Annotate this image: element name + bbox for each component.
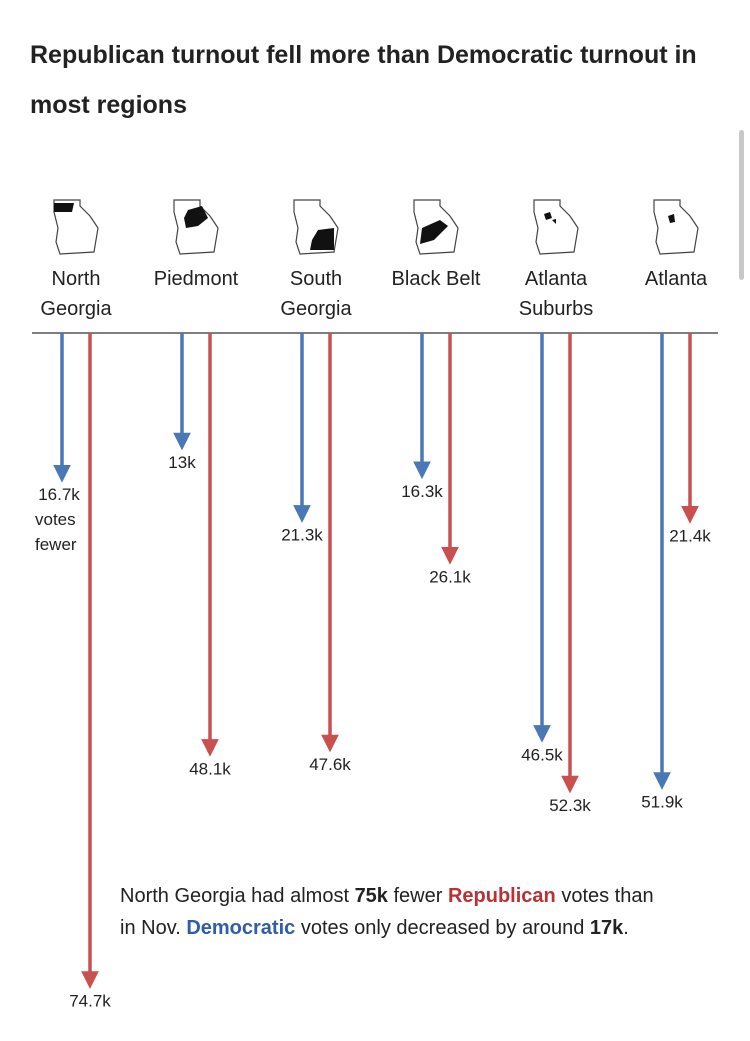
map-outline	[53, 199, 99, 255]
value-label: 51.9k	[641, 792, 683, 811]
map-region	[544, 212, 556, 224]
map-region	[420, 220, 448, 244]
value-label: 74.7k	[69, 991, 111, 1010]
value-label: 21.4k	[669, 526, 711, 545]
value-label: 16.7k	[38, 485, 80, 504]
category-label: South Georgia	[280, 268, 352, 320]
annotation-line: votes	[35, 510, 76, 529]
category-label: Atlanta	[644, 268, 708, 290]
note-text: fewer	[387, 885, 448, 907]
note: North Georgia had almost 75k fewer Repub…	[120, 880, 660, 944]
annotation-line: fewer	[35, 535, 77, 554]
note-text: Republican	[447, 885, 556, 907]
map-region	[668, 214, 675, 223]
value-label: 26.1k	[429, 567, 471, 586]
value-label: 52.3k	[549, 796, 591, 815]
map-region	[54, 203, 74, 212]
annotation: votes fewer	[35, 510, 77, 554]
note-text: .	[623, 917, 629, 939]
note-text: 17k	[589, 917, 624, 939]
category-label: Piedmont	[153, 268, 239, 290]
value-label: 47.6k	[309, 755, 351, 774]
value-label: 13k	[168, 453, 196, 472]
arrow	[561, 333, 579, 794]
value-label: 16.3k	[401, 482, 443, 501]
category-label: Black Belt	[391, 268, 481, 290]
map-outline	[653, 199, 699, 255]
map-outline	[533, 199, 579, 255]
arrow	[293, 333, 311, 523]
arrow	[653, 333, 671, 790]
value-label: 46.5k	[521, 745, 563, 764]
arrow	[53, 333, 71, 483]
chart-title: Republican turnout fell more than Democr…	[30, 41, 697, 119]
arrow	[441, 333, 459, 565]
value-label: 48.1k	[189, 759, 231, 778]
arrow	[173, 333, 191, 451]
note-text: North Georgia had almost	[120, 885, 355, 907]
arrow	[413, 333, 431, 480]
arrow	[201, 333, 219, 757]
value-label: 21.3k	[281, 525, 323, 544]
category-label: Atlanta Suburbs	[518, 268, 594, 320]
note-text: votes than in Nov.	[120, 885, 654, 939]
note-text: Democratic	[186, 917, 296, 939]
note-text: 75k	[354, 885, 388, 907]
note-text: votes only decreased by around	[295, 917, 590, 939]
map-region	[184, 206, 208, 228]
arrow	[81, 333, 99, 989]
category-label: North Georgia	[40, 268, 112, 320]
map-outline	[173, 199, 219, 255]
arrow	[321, 333, 339, 753]
scrollbar	[739, 130, 744, 280]
map-region	[310, 228, 334, 250]
arrow	[533, 333, 551, 743]
arrow	[681, 333, 699, 524]
